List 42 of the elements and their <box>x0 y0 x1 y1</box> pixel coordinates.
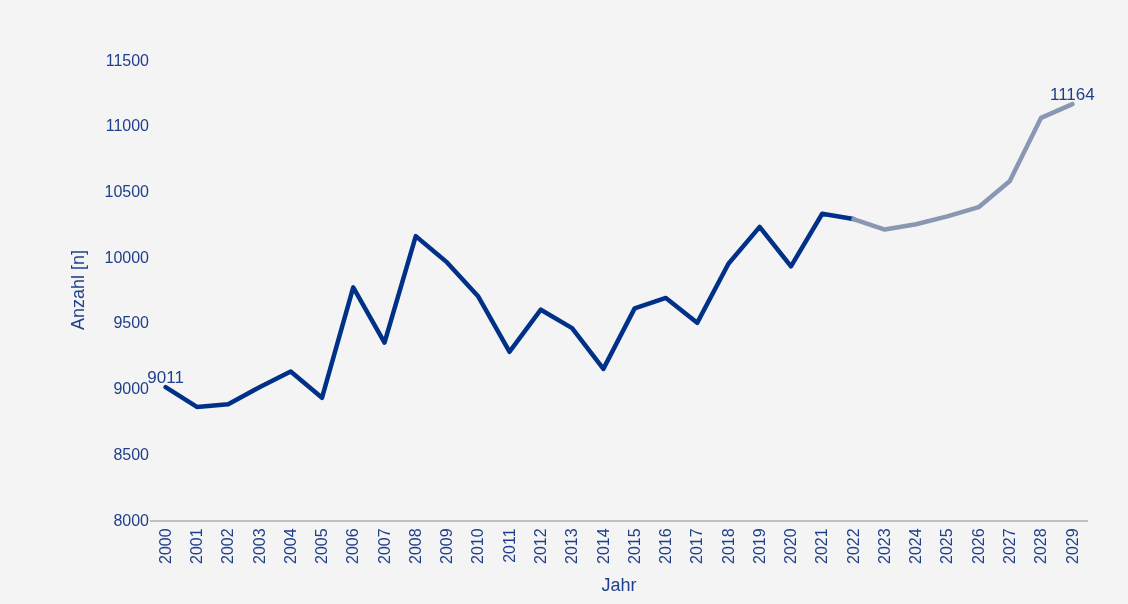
x-tick-label: 2020 <box>782 528 800 564</box>
x-tick-label: 2007 <box>375 528 393 564</box>
x-tick-label: 2027 <box>1001 528 1019 564</box>
data-label: 11164 <box>1049 84 1095 104</box>
x-tick-label: 2018 <box>719 528 737 564</box>
x-tick-label: 2005 <box>313 528 331 564</box>
x-tick-label: 2008 <box>406 528 424 564</box>
y-tick-label: 11500 <box>105 51 150 69</box>
data-label: 9011 <box>147 367 184 387</box>
x-tick-label: 2023 <box>875 528 893 564</box>
y-tick-label: 8000 <box>113 511 150 529</box>
x-tick-label: 2015 <box>625 528 643 564</box>
y-tick-label: 10500 <box>104 183 150 201</box>
x-tick-label: 2022 <box>844 528 862 564</box>
y-tick-label: 8500 <box>113 445 150 463</box>
x-tick-label: 2004 <box>281 528 299 564</box>
x-tick-label: 2021 <box>813 528 831 564</box>
x-tick-label: 2001 <box>188 528 206 564</box>
x-tick-label: 2002 <box>219 528 237 564</box>
x-tick-label: 2000 <box>156 528 174 564</box>
x-tick-label: 2019 <box>750 528 768 564</box>
x-tick-label: 2028 <box>1032 528 1050 564</box>
x-tick-label: 2029 <box>1063 528 1081 564</box>
x-tick-label: 2006 <box>344 528 362 564</box>
x-tick-label: 2024 <box>907 528 925 564</box>
x-tick-label: 2012 <box>532 528 550 564</box>
x-tick-label: 2025 <box>938 528 956 564</box>
x-tick-label: 2014 <box>594 528 612 564</box>
y-tick-label: 9500 <box>113 314 150 332</box>
x-tick-label: 2010 <box>469 528 487 564</box>
x-tick-label: 2009 <box>438 528 456 564</box>
y-tick-label: 11000 <box>105 117 150 135</box>
x-tick-label: 2016 <box>657 528 675 564</box>
y-tick-label: 10000 <box>104 248 150 266</box>
x-tick-label: 2003 <box>250 528 268 564</box>
x-tick-label: 2017 <box>688 528 706 564</box>
y-axis-title: Anzahl [n] <box>67 249 88 331</box>
x-tick-label: 2013 <box>563 528 581 564</box>
x-axis-title: Jahr <box>601 574 637 595</box>
x-tick-label: 2011 <box>500 528 518 563</box>
line-series <box>851 101 1075 232</box>
x-tick-label: 2026 <box>969 528 987 564</box>
